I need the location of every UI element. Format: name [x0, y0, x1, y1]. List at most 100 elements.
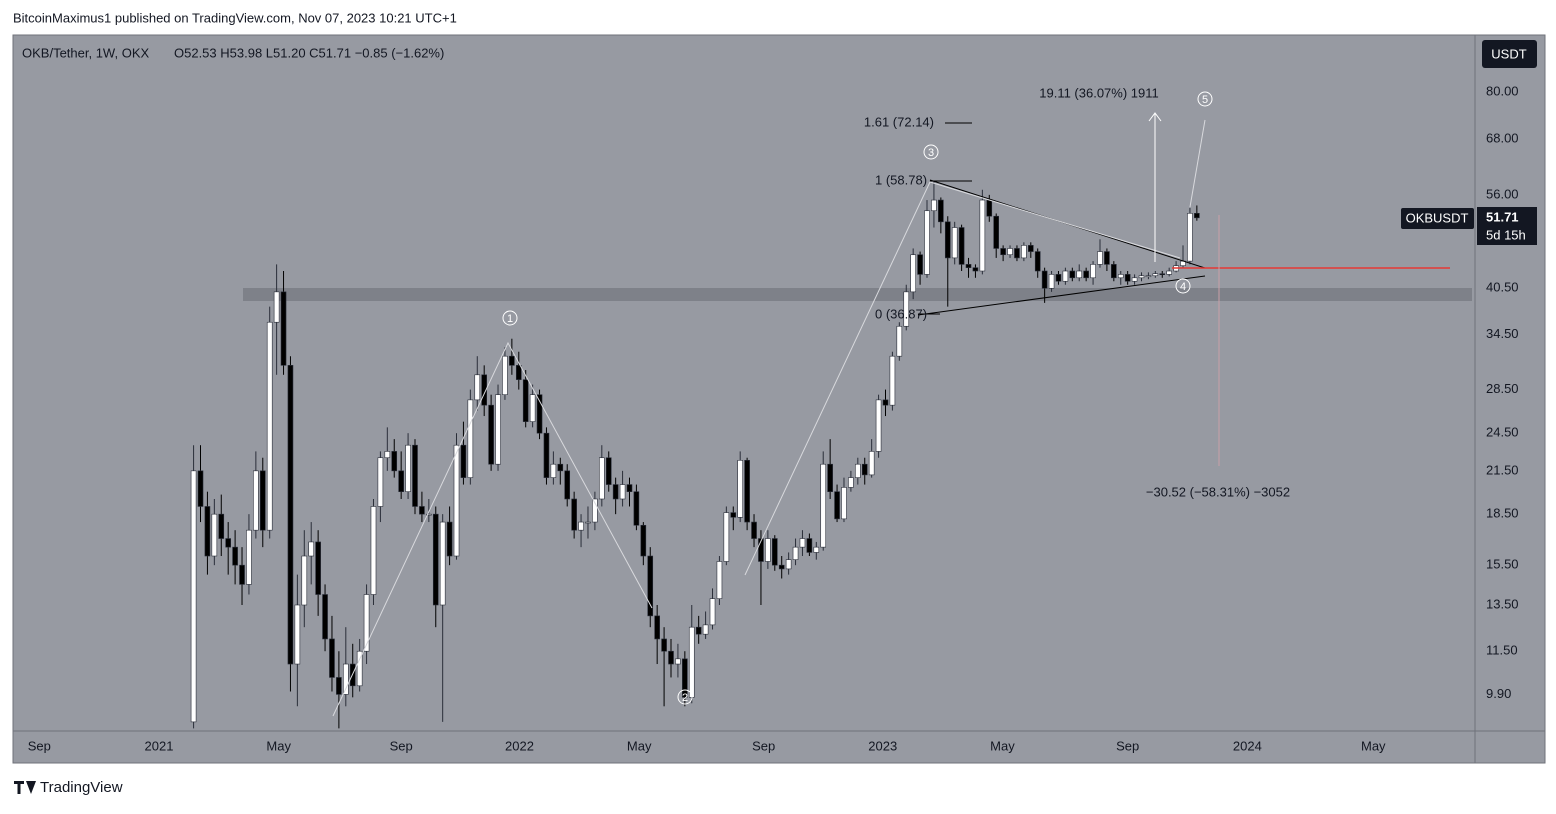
candle-body [675, 658, 681, 665]
x-tick-label: May [266, 738, 291, 753]
candle-body [834, 491, 840, 520]
y-tick-label: 40.50 [1486, 280, 1519, 295]
candle-body [737, 460, 743, 518]
wave-circle [1175, 278, 1191, 294]
x-tick-label: Sep [1116, 738, 1139, 753]
candle-body [377, 457, 384, 507]
candle-body [266, 321, 273, 531]
candle-body [481, 374, 487, 406]
candle-body [647, 555, 654, 617]
y-tick-label: 21.50 [1486, 462, 1519, 477]
candle-body [211, 513, 218, 557]
trend-line [929, 181, 1181, 259]
candle-body [861, 463, 868, 476]
candle-body [384, 451, 391, 459]
candle-body [785, 559, 792, 570]
candle-body [730, 512, 737, 518]
candle-body [758, 538, 764, 562]
candle-body [370, 506, 377, 595]
candle-body [1111, 264, 1117, 279]
candle-body [938, 199, 944, 223]
price-tag-text: 51.71 [1486, 209, 1519, 224]
wave-line [1189, 119, 1206, 208]
candle-body [993, 215, 1000, 249]
candle-body [453, 444, 460, 557]
candle-body [391, 451, 398, 472]
candle-body [827, 463, 833, 492]
candle-body [709, 598, 716, 626]
y-tick-label: 11.50 [1486, 643, 1518, 658]
arrow-head [1148, 112, 1162, 122]
y-tick-label: 56.00 [1486, 186, 1519, 201]
candle-body [1117, 274, 1124, 279]
candle-body [1027, 245, 1034, 252]
candle-body [585, 521, 591, 524]
candle-body [1021, 245, 1027, 259]
candle-body [965, 264, 972, 268]
candle-body [536, 394, 543, 434]
y-tick-label: 28.50 [1486, 381, 1519, 396]
candle-body [543, 432, 550, 478]
candle-body [868, 451, 875, 476]
currency-box[interactable] [1482, 40, 1537, 68]
candle-body [626, 484, 633, 492]
candle-body [1055, 274, 1062, 282]
candle-body [951, 227, 958, 259]
candle-body [882, 399, 889, 406]
candle-body [688, 626, 695, 698]
candle-body [889, 355, 896, 406]
candle-body [848, 477, 854, 488]
candle-body [1152, 273, 1159, 277]
candle-body [1062, 270, 1069, 282]
candle-body [661, 638, 667, 652]
wave-line [332, 341, 653, 717]
candle-body [1138, 275, 1145, 279]
currency[interactable]: USDT [1491, 46, 1526, 61]
candle-body [557, 463, 564, 472]
candle-body [460, 444, 467, 478]
candle-body [1097, 251, 1103, 265]
candle-body [246, 529, 252, 585]
candle-body [820, 463, 827, 548]
x-tick-label: 2023 [868, 738, 897, 753]
candle-body [682, 658, 688, 698]
wave-label: 2 [682, 692, 688, 704]
candle-body [273, 291, 280, 323]
candle-body [239, 564, 245, 585]
candle-body [1145, 275, 1152, 278]
candle-body [931, 199, 937, 212]
candle-body [398, 470, 404, 492]
symbol-tag [1401, 208, 1474, 229]
x-tick-label: 2024 [1233, 738, 1262, 753]
candle-body [474, 374, 481, 401]
candle-body [571, 498, 577, 531]
x-tick-label: May [1361, 738, 1386, 753]
candle-body [432, 513, 439, 606]
candle-body [1090, 264, 1096, 279]
fib-label: 0 (36.87) [875, 306, 927, 321]
candle-body [412, 444, 418, 507]
candle-body [550, 463, 557, 478]
candle-body [1159, 273, 1166, 276]
y-tick-label: 15.50 [1486, 557, 1519, 572]
y-tick-label: 13.50 [1486, 596, 1519, 611]
price-tag [1477, 207, 1537, 245]
x-tick-label: May [627, 738, 652, 753]
candle-body [1048, 274, 1055, 289]
x-tick-label: May [990, 738, 1015, 753]
candle-body [329, 638, 335, 678]
candle-body [488, 404, 494, 465]
y-tick-label: 80.00 [1486, 83, 1519, 98]
candle-body [744, 460, 750, 523]
wave-label: 1 [507, 313, 513, 325]
candle-body [599, 457, 605, 500]
candle-body [356, 650, 363, 687]
candle-body [765, 538, 771, 562]
candle-body [751, 521, 757, 539]
y-tick-label: 68.00 [1486, 130, 1519, 145]
target-label: −30.52 (−58.31%) −3052 [1146, 484, 1290, 499]
candle-body [405, 444, 411, 492]
candle-body [253, 470, 259, 531]
candle-body [1124, 274, 1131, 282]
